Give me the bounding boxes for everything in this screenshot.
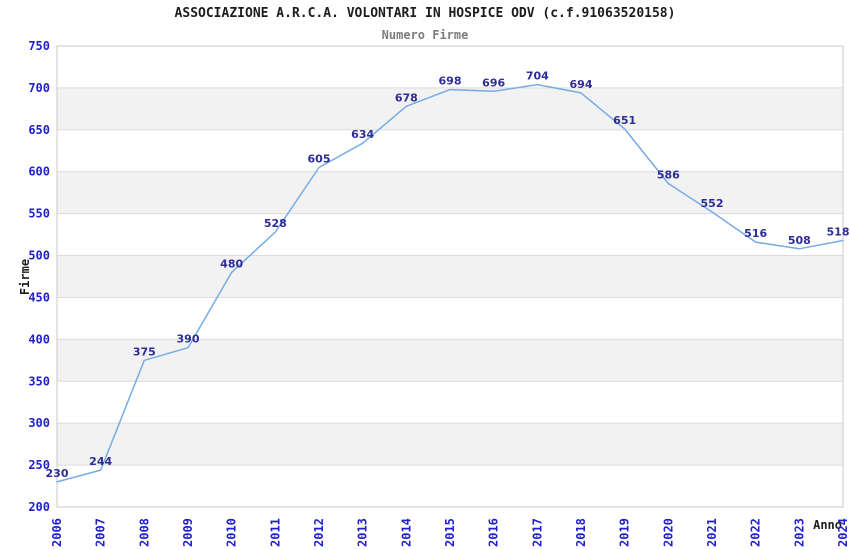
y-tick-label: 450 (28, 290, 50, 304)
point-value-label: 552 (701, 197, 724, 210)
point-value-label: 230 (46, 467, 69, 480)
point-value-label: 694 (570, 78, 593, 91)
point-value-label: 244 (89, 455, 112, 468)
chart-subtitle: Numero Firme (381, 28, 469, 42)
point-value-label: 375 (133, 345, 156, 358)
plot-band (57, 87, 843, 130)
x-tick-label: 2021 (705, 518, 719, 547)
y-tick-label: 650 (28, 123, 50, 137)
x-tick-label: 2008 (137, 518, 151, 547)
x-tick-label: 2012 (312, 518, 326, 547)
y-tick-label: 550 (28, 207, 50, 221)
plot-band (57, 171, 843, 214)
y-tick-label: 200 (28, 500, 50, 514)
point-value-label: 480 (220, 257, 243, 270)
x-tick-label: 2015 (443, 518, 457, 547)
x-tick-label: 2017 (530, 518, 544, 547)
x-tick-label: 2009 (181, 518, 195, 547)
point-value-label: 704 (526, 70, 549, 83)
point-value-label: 696 (482, 76, 505, 89)
y-tick-label: 750 (28, 39, 50, 53)
y-tick-label: 350 (28, 374, 50, 388)
x-tick-label: 2018 (574, 518, 588, 547)
point-value-label: 678 (395, 91, 418, 104)
x-tick-label: 2007 (94, 518, 108, 547)
x-tick-label: 2014 (399, 518, 413, 547)
point-value-label: 698 (439, 75, 462, 88)
point-value-label: 586 (657, 168, 680, 181)
plot-band (57, 339, 843, 382)
point-value-label: 634 (351, 128, 374, 141)
point-value-label: 518 (827, 225, 850, 238)
y-tick-label: 500 (28, 249, 50, 263)
chart-title: ASSOCIAZIONE A.R.C.A. VOLONTARI IN HOSPI… (174, 6, 676, 21)
x-axis-title: Anno (813, 518, 842, 532)
y-tick-label: 300 (28, 416, 50, 430)
series-line (56, 83, 844, 483)
x-tick-label: 2024 (836, 518, 850, 547)
x-tick-label: 2010 (225, 518, 239, 547)
point-value-label: 508 (788, 234, 811, 247)
x-tick-label: 2023 (792, 518, 806, 547)
point-value-label: 528 (264, 217, 287, 230)
y-tick-label: 700 (28, 81, 50, 95)
point-value-label: 516 (744, 227, 767, 240)
point-value-label: 390 (177, 333, 200, 346)
y-tick-label: 400 (28, 332, 50, 346)
point-value-label: 605 (308, 153, 331, 166)
plot-border (56, 45, 844, 508)
point-value-label: 651 (613, 114, 636, 127)
x-tick-label: 2011 (268, 518, 282, 547)
x-tick-label: 2006 (50, 518, 64, 547)
y-tick-label: 600 (28, 165, 50, 179)
x-tick-label: 2020 (661, 518, 675, 547)
x-tick-label: 2016 (487, 518, 501, 547)
x-tick-label: 2013 (356, 518, 370, 547)
x-tick-label: 2022 (749, 518, 763, 547)
plot-band (57, 423, 843, 466)
plot-band (57, 255, 843, 298)
y-tick-label: 250 (28, 458, 50, 472)
x-tick-label: 2019 (618, 518, 632, 547)
